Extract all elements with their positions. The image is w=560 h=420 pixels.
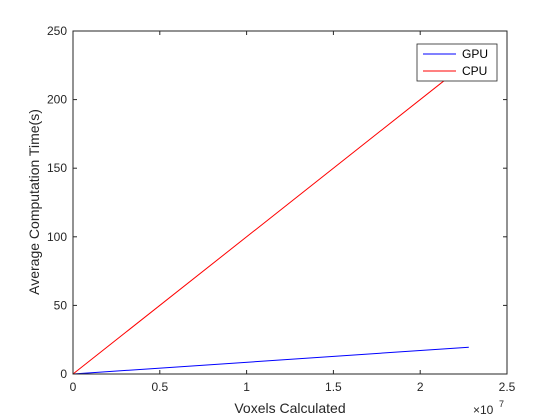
y-tick-label: 50: [54, 298, 68, 312]
x-tick-label: 1.5: [325, 380, 342, 394]
x-tick-label: 2: [417, 380, 424, 394]
x-exponent-base: ×10: [473, 403, 494, 417]
x-tick-label: 0.5: [151, 380, 168, 394]
x-exponent-power: 7: [499, 399, 504, 409]
x-axis-label: Voxels Calculated: [234, 400, 345, 416]
series-layer: [72, 60, 470, 375]
legend-label-gpu: GPU: [462, 47, 488, 61]
y-tick-label: 0: [60, 367, 67, 381]
series-line-cpu: [72, 60, 470, 375]
x-tick-label: 1: [243, 380, 250, 394]
x-axis-ticks: 0 0.5 1 1.5 2 2.5: [70, 31, 516, 394]
y-tick-label: 100: [47, 230, 67, 244]
y-axis-ticks: 0 50 100 150 200 250: [47, 24, 507, 381]
x-axis-exponent: ×10 7: [473, 399, 504, 417]
legend-label-cpu: CPU: [462, 64, 487, 78]
y-axis-label: Average Computation Time(s): [26, 109, 42, 295]
y-tick-label: 250: [47, 24, 67, 38]
plot-area-box: [72, 30, 508, 375]
legend-box: [416, 43, 498, 82]
y-tick-label: 200: [47, 93, 67, 107]
series-line-gpu: [72, 346, 469, 375]
y-tick-label: 150: [47, 161, 67, 175]
legend: GPU CPU: [416, 43, 498, 82]
x-tick-label: 2.5: [499, 380, 516, 394]
x-tick-label: 0: [70, 380, 77, 394]
